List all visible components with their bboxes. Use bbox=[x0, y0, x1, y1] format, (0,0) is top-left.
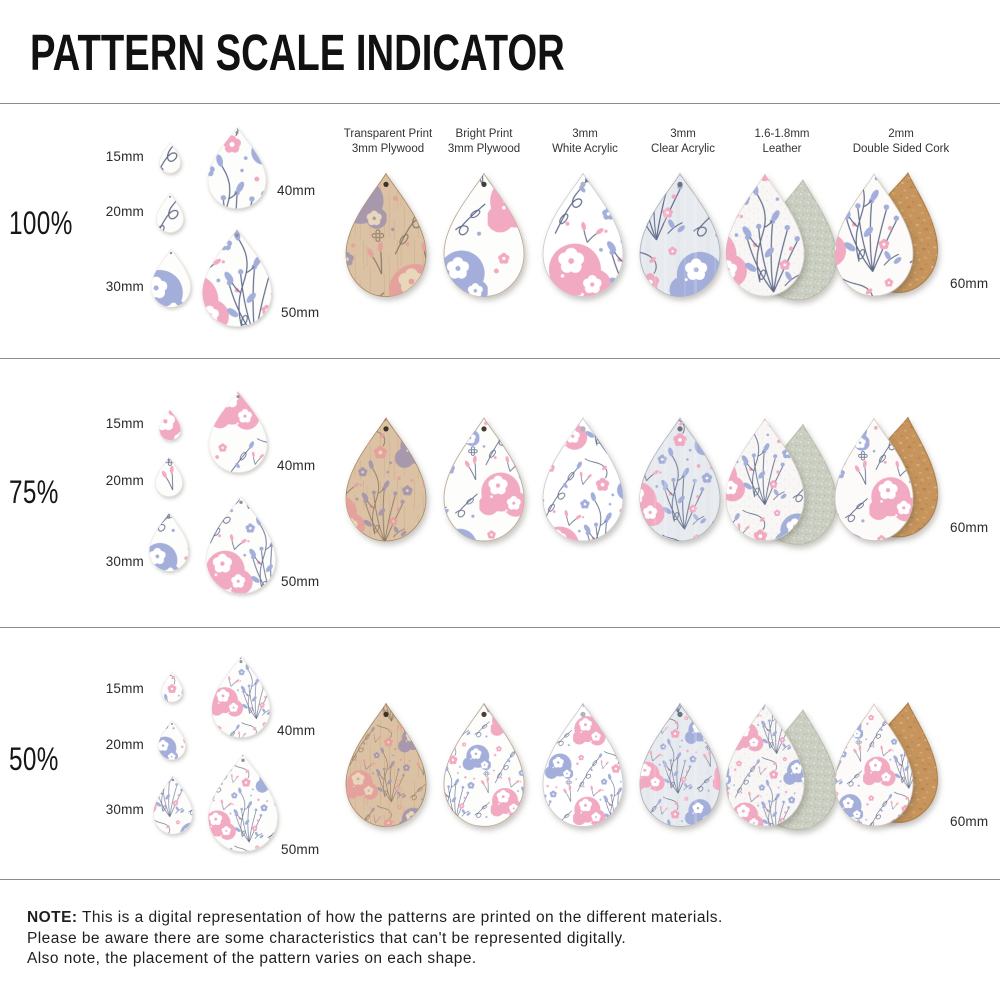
material-header-line1: Transparent Print bbox=[343, 128, 433, 140]
size-label-30mm: 30mm bbox=[105, 279, 144, 294]
size-label-40mm: 40mm bbox=[277, 183, 316, 198]
teardrop-75pct-60mm-bright-plywood bbox=[443, 417, 525, 542]
teardrop-75pct-15mm bbox=[159, 409, 181, 441]
teardrop-100pct-30mm bbox=[151, 248, 191, 308]
material-header-line1: 3mm bbox=[572, 128, 598, 140]
teardrop-100pct-20mm bbox=[156, 193, 184, 233]
material-header-line1: 1.6-1.8mm bbox=[754, 128, 810, 140]
teardrop-100pct-60mm-white-acrylic bbox=[542, 173, 624, 297]
size-label-40mm: 40mm bbox=[277, 723, 316, 738]
size-label-30mm: 30mm bbox=[105, 554, 144, 569]
material-header: 2mm Double Sided Cork bbox=[811, 127, 991, 156]
teardrop-100pct-60mm-leather-front bbox=[725, 173, 805, 297]
note-line-2: Please be aware there are some character… bbox=[27, 929, 627, 947]
scale-percent-label: 100% bbox=[9, 205, 73, 241]
teardrop-100pct-60mm-bright-plywood bbox=[443, 173, 525, 297]
teardrop-100pct-60mm-clear-acrylic bbox=[639, 173, 721, 297]
teardrop-75pct-60mm-leather-front bbox=[725, 418, 805, 541]
teardrop-75pct-50mm bbox=[206, 496, 276, 594]
size-label-60mm: 60mm bbox=[950, 520, 989, 535]
note-line-1-text: This is a digital representation of how … bbox=[81, 909, 723, 926]
teardrop-75pct-60mm-transparent-plywood bbox=[345, 417, 427, 542]
scale-percent-label: 50% bbox=[9, 741, 59, 777]
teardrop-75pct-20mm bbox=[155, 457, 183, 497]
size-label-20mm: 20mm bbox=[105, 204, 144, 219]
size-label-50mm: 50mm bbox=[281, 574, 320, 589]
size-label-40mm: 40mm bbox=[277, 458, 316, 473]
size-label-50mm: 50mm bbox=[281, 842, 320, 857]
divider-line bbox=[0, 358, 1000, 359]
teardrop-50pct-40mm bbox=[211, 656, 271, 738]
size-label-20mm: 20mm bbox=[105, 737, 144, 752]
scale-percent-label: 75% bbox=[9, 474, 59, 510]
material-header-line2: White Acrylic bbox=[552, 142, 618, 155]
teardrop-50pct-60mm-clear-acrylic bbox=[639, 703, 721, 827]
material-header: 3mm Clear Acrylic bbox=[593, 127, 773, 156]
teardrop-50pct-30mm bbox=[153, 775, 193, 835]
teardrop-75pct-60mm-white-acrylic bbox=[542, 417, 624, 542]
material-header-line1: 2mm bbox=[888, 128, 914, 140]
teardrop-75pct-40mm bbox=[208, 391, 268, 473]
teardrop-50pct-60mm-bright-plywood bbox=[443, 703, 525, 827]
teardrop-75pct-30mm bbox=[149, 512, 189, 572]
divider-line bbox=[0, 879, 1000, 880]
teardrop-50pct-60mm-transparent-plywood bbox=[345, 703, 427, 827]
material-header: 3mm White Acrylic bbox=[495, 127, 675, 156]
size-label-50mm: 50mm bbox=[281, 305, 320, 320]
material-header-line2: Leather bbox=[762, 142, 802, 155]
teardrop-50pct-20mm bbox=[158, 720, 186, 760]
teardrop-50pct-60mm-white-acrylic bbox=[542, 703, 624, 827]
material-header: 1.6-1.8mm Leather bbox=[692, 127, 872, 156]
note-line-1: NOTE: This is a digital representation o… bbox=[27, 908, 723, 929]
size-label-60mm: 60mm bbox=[950, 276, 989, 291]
size-label-15mm: 15mm bbox=[105, 681, 144, 696]
teardrop-50pct-60mm-leather-front bbox=[725, 703, 805, 827]
divider-line bbox=[0, 627, 1000, 628]
page-title: PATTERN SCALE INDICATOR bbox=[30, 24, 565, 81]
material-header-line2: 3mm Plywood bbox=[447, 142, 521, 155]
size-label-60mm: 60mm bbox=[950, 814, 989, 829]
note-label: NOTE: bbox=[27, 909, 78, 926]
teardrop-100pct-50mm bbox=[202, 229, 272, 327]
teardrop-50pct-15mm bbox=[161, 671, 183, 703]
size-label-15mm: 15mm bbox=[105, 416, 144, 431]
material-header-line1: 3mm bbox=[670, 128, 696, 140]
teardrop-100pct-40mm bbox=[207, 127, 267, 209]
material-header-line1: Bright Print bbox=[455, 128, 513, 140]
material-header-line2: Double Sided Cork bbox=[852, 142, 950, 155]
note-line-3: Also note, the placement of the pattern … bbox=[27, 950, 477, 967]
material-header-line2: Clear Acrylic bbox=[651, 142, 715, 155]
size-label-20mm: 20mm bbox=[105, 473, 144, 488]
material-header-line2: 3mm Plywood bbox=[351, 142, 425, 155]
material-header: Bright Print 3mm Plywood bbox=[394, 127, 574, 156]
teardrop-50pct-50mm bbox=[208, 754, 278, 852]
teardrop-100pct-60mm-transparent-plywood bbox=[345, 173, 427, 297]
note-text: NOTE: This is a digital representation o… bbox=[27, 908, 723, 970]
teardrop-75pct-60mm-clear-acrylic bbox=[639, 417, 721, 542]
divider-line bbox=[0, 103, 1000, 104]
size-label-15mm: 15mm bbox=[105, 149, 144, 164]
size-label-30mm: 30mm bbox=[105, 802, 144, 817]
teardrop-100pct-15mm bbox=[159, 142, 181, 174]
material-header: Transparent Print 3mm Plywood bbox=[298, 127, 478, 156]
